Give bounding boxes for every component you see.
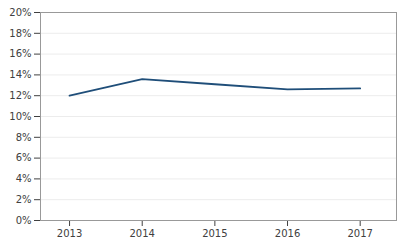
svg-text:2017: 2017 [347, 228, 372, 239]
svg-text:4%: 4% [16, 173, 32, 184]
svg-text:2014: 2014 [129, 228, 154, 239]
svg-text:12%: 12% [9, 90, 31, 101]
svg-text:20%: 20% [9, 7, 31, 18]
svg-text:10%: 10% [9, 111, 31, 122]
svg-text:18%: 18% [9, 28, 31, 39]
svg-text:0%: 0% [16, 215, 32, 226]
svg-text:2%: 2% [16, 194, 32, 205]
svg-text:6%: 6% [16, 152, 32, 163]
svg-text:2015: 2015 [202, 228, 227, 239]
svg-text:8%: 8% [16, 132, 32, 143]
svg-text:14%: 14% [9, 69, 31, 80]
svg-text:2016: 2016 [275, 228, 300, 239]
svg-text:16%: 16% [9, 48, 31, 59]
svg-text:2013: 2013 [57, 228, 82, 239]
